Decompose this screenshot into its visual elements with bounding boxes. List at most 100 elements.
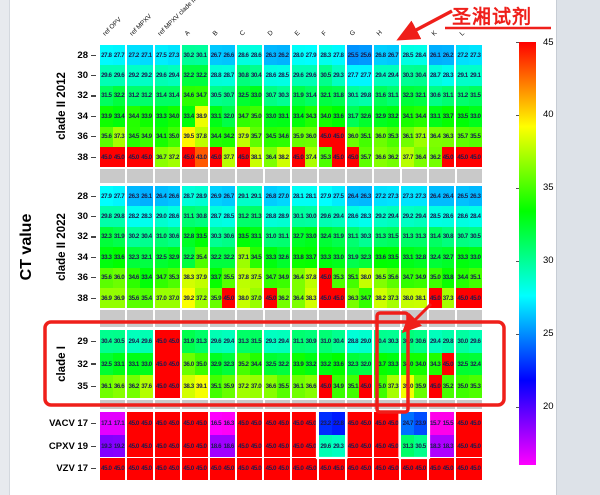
heatmap-cell: 35.5: [468, 126, 482, 147]
heatmap-row: 28 27.9 27.7 26.3 26.1 26.4 26.6 28.7 28.9 26.9 26…: [0, 186, 484, 207]
heatmap-cell: 26.1: [140, 186, 153, 207]
heatmap-cell: 34.7: [264, 267, 278, 288]
heatmap-cell: 38.1: [414, 288, 427, 309]
section-separator: [374, 310, 400, 327]
heatmap-cell: 28.5: [428, 206, 442, 227]
heatmap-column-block: 38.3 37.9: [182, 267, 208, 288]
heatmap-cell: 26.7: [386, 45, 400, 66]
heatmap-column-block: 28.3 27.8: [319, 45, 345, 66]
column-header-label: ref OPV: [101, 16, 123, 38]
heatmap-cell: 26.7: [222, 186, 236, 207]
heatmap-cell: 33.6: [374, 247, 387, 268]
heatmap-column-block: 31.0 30.6: [154, 226, 181, 248]
section-separator: [154, 169, 181, 183]
heatmap-column-block: 31.3 31.3: [401, 226, 427, 248]
heatmap-cell: 27.5: [331, 186, 345, 207]
heatmap-column-block: 45.0 45.0: [456, 412, 482, 435]
heatmap-cell: 45.0: [374, 412, 387, 435]
heatmap-cell: 26.3: [127, 186, 141, 207]
heatmap-cell: 30.5: [468, 226, 482, 248]
heatmap-cell: 25.5: [346, 45, 360, 66]
heatmap-cell: 33.5: [456, 106, 469, 127]
heatmap-cell: 32.2: [112, 85, 126, 107]
heatmap-cell: 45.0: [237, 457, 250, 481]
heatmap-column-block: 30.0 29.6: [456, 330, 482, 353]
heatmap-cell: 36.7: [154, 147, 168, 168]
heatmap-column-block: 36.7 37.2: [154, 147, 181, 168]
heatmap-column-block: 45.0 38.1: [237, 147, 263, 168]
section-separator: [346, 310, 373, 327]
heatmap-cell: 30.4: [414, 65, 427, 86]
heatmap-cell: 30.0: [456, 330, 469, 353]
heatmap-cell: 33.4: [291, 106, 305, 127]
heatmap-column-block: 28.7 28.9: [182, 186, 208, 207]
heatmap-cell: 30.6: [428, 85, 442, 107]
heatmap-cell: 30.8: [237, 65, 250, 86]
heatmap-cell: 18.6: [222, 434, 236, 458]
heatmap-cell: 26.5: [456, 186, 469, 207]
heatmap-cell: 35.6: [386, 267, 400, 288]
heatmap-column-block: 33.0 33.1: [264, 106, 290, 127]
heatmap-cell: 45.0: [264, 288, 278, 309]
heatmap-cell: 33.3: [386, 352, 400, 376]
heatmap-cell: 45.0: [386, 457, 400, 481]
heatmap-cell: 45.0: [401, 457, 415, 481]
heatmap-cell: 45.0: [127, 412, 141, 435]
heatmap-cell: 35.0: [249, 106, 263, 127]
heatmap-cell: 31.3: [401, 226, 415, 248]
heatmap-column-block: 34.0 34.0: [401, 352, 427, 376]
heatmap-cell: 31.6: [374, 85, 387, 107]
heatmap-column-block: 29.3 29.4: [264, 330, 290, 353]
heatmap-cell: 34.6: [182, 85, 195, 107]
heatmap-cell: 31.9: [182, 330, 195, 353]
heatmap-cell: 33.9: [140, 106, 153, 127]
heatmap-column-block: 30.7 30.3: [264, 85, 290, 107]
heatmap-cell: 28.6: [237, 45, 250, 66]
heatmap-cell: 32.3: [401, 85, 415, 107]
heatmap-column-block: 26.4 26.6: [154, 186, 181, 207]
heatmap-column-block: 45.0 45.0: [346, 434, 373, 458]
heatmap-column-block: 35.7 35.5: [456, 126, 482, 147]
row-label: 32: [0, 86, 100, 106]
heatmap-cell: 37.0: [167, 288, 181, 309]
heatmap-cell: 18.3: [441, 434, 455, 458]
section-separator: [182, 310, 208, 327]
heatmap-cell: 27.3: [468, 45, 482, 66]
heatmap-column-block: 29.2 29.4: [401, 206, 427, 227]
heatmap-cell: 33.1: [249, 226, 263, 248]
heatmap-cell: 30.7: [456, 226, 469, 248]
y-axis-title: CT value: [18, 213, 35, 281]
row-label: 30: [0, 206, 100, 226]
heatmap-cell: 30.9: [401, 330, 415, 353]
heatmap-cell: 45.0: [319, 457, 332, 481]
heatmap-cell: 31.3: [401, 434, 415, 458]
heatmap-cell: 45.0: [441, 147, 455, 168]
heatmap-row: 28 27.8 27.7 27.2 27.1 27.5 27.3 30.2 30.1 26.7 26…: [0, 45, 484, 66]
heatmap-cell: 37.3: [112, 126, 126, 147]
heatmap-cell: 27.7: [112, 186, 126, 207]
row-label: 34: [0, 106, 100, 126]
heatmap-cell: 45.0: [182, 147, 195, 168]
heatmap-cell: 45.0: [277, 434, 290, 458]
heatmap-column-block: 36.6 35.5: [264, 375, 290, 399]
row-label: VZV 17: [0, 458, 100, 481]
heatmap-cell: 33.4: [182, 106, 195, 127]
column-header-label: F: [321, 29, 329, 38]
heatmap-column-block: 45.0 45.0: [100, 147, 126, 168]
heatmap-column-block: 45.0 45.0: [374, 434, 400, 458]
heatmap-cell: 26.2: [277, 45, 290, 66]
heatmap-cell: 28.1: [291, 186, 305, 207]
heatmap-column-block: 32.2 32.2: [182, 65, 208, 86]
heatmap-column-block: 45.0 34.9: [319, 375, 345, 399]
section-separator: [182, 169, 208, 183]
colorbar-tick-mark: [516, 333, 519, 335]
section-separator: [456, 169, 482, 183]
heatmap-column-block: 45.0 45.0: [264, 457, 290, 481]
heatmap-cell: 30.4: [100, 330, 113, 353]
heatmap-cell: 45.0: [182, 434, 195, 458]
heatmap-cell: 34.7: [401, 267, 415, 288]
heatmap-cell: 33.9: [100, 106, 113, 127]
heatmap-column-block: 26.4 26.3: [346, 186, 373, 207]
heatmap-cell: 36.4: [414, 147, 427, 168]
heatmap-column-block: 33.5 33.0: [456, 106, 482, 127]
